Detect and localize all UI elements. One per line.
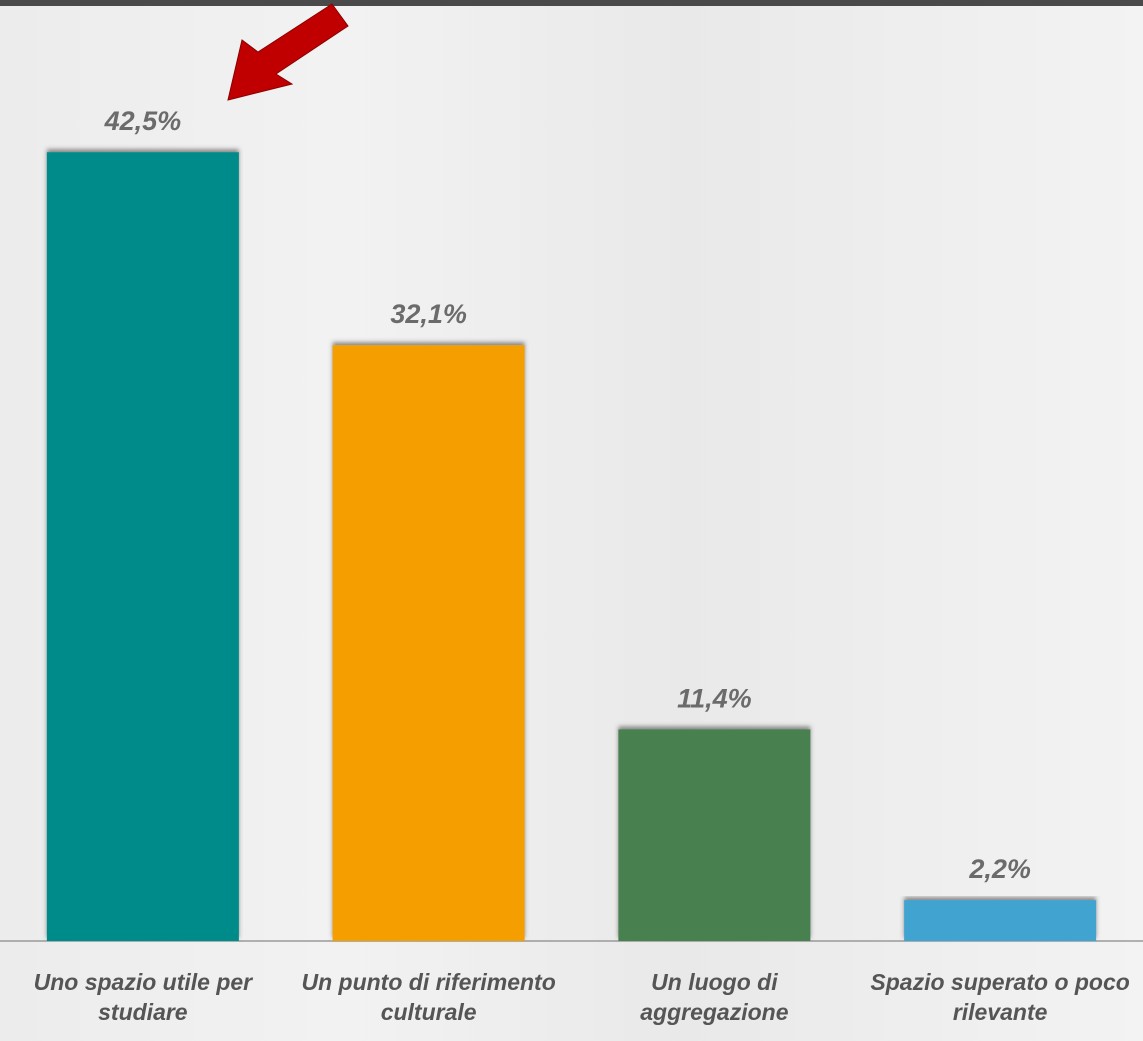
arrow xyxy=(228,4,348,100)
x-tick-label: Spazio superato o poco rilevante xyxy=(860,967,1140,1027)
value-label: 2,2% xyxy=(968,854,1031,884)
x-tick-label: Un luogo di aggregazione xyxy=(574,967,854,1027)
x-tick-label: Uno spazio utile per studiare xyxy=(3,967,283,1027)
value-label: 11,4% xyxy=(677,683,752,713)
bar xyxy=(333,345,525,941)
bar xyxy=(904,900,1096,941)
value-label: 42,5% xyxy=(104,106,182,136)
bar xyxy=(618,729,810,941)
page: 42,5% 32,1% 11,4% 2,2% Uno spazio utile per… xyxy=(0,0,1143,1041)
chart: 42,5% 32,1% 11,4% 2,2% xyxy=(0,0,1143,1041)
value-label: 32,1% xyxy=(390,299,467,329)
x-tick-label: Un punto di riferimento culturale xyxy=(289,967,569,1027)
top-strip xyxy=(0,0,1143,6)
bar xyxy=(47,152,239,941)
